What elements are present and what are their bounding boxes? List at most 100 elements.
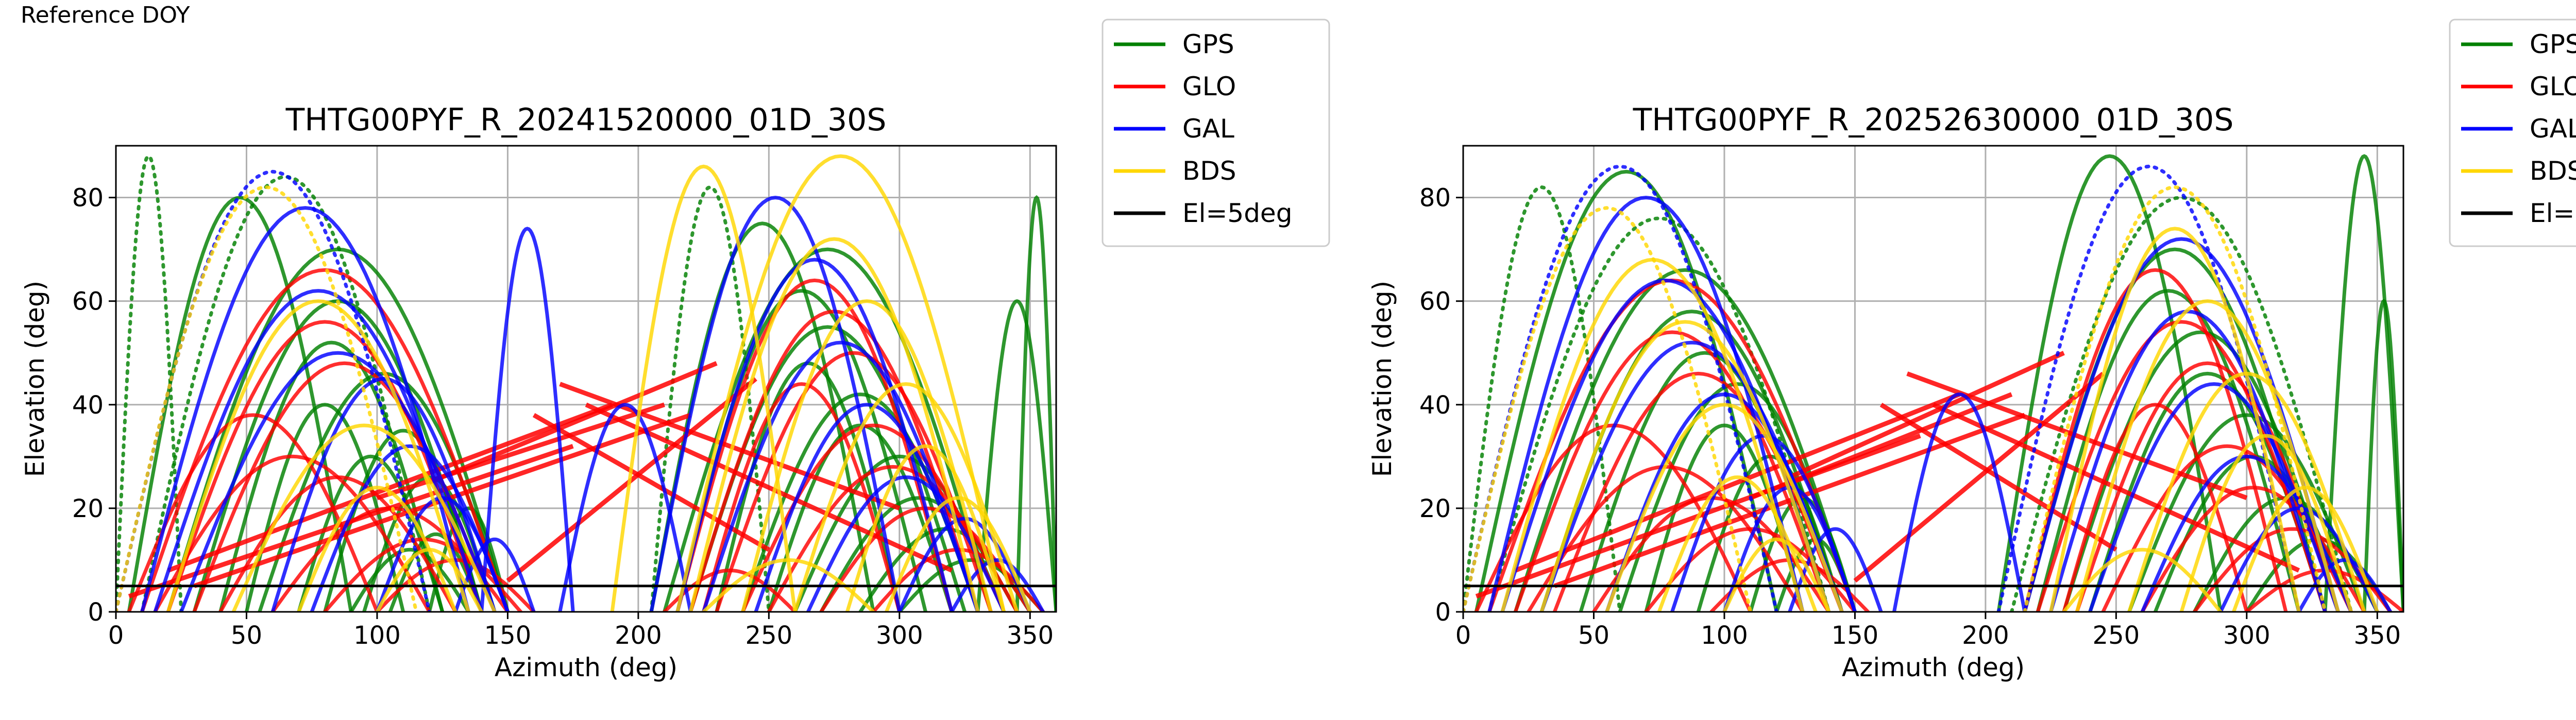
pass-arc [2036,289,2301,612]
legend: GPS GLO GAL BDS El=5deg [2449,19,2576,247]
y-tick-label: 60 [1419,287,1451,316]
axes-frame [115,145,1057,613]
x-tick-label: 50 [1578,621,1609,650]
pass-arc [218,340,445,612]
pass-arc [2232,486,2379,612]
pass-arc [453,537,536,612]
x-tick-label: 150 [484,621,532,650]
x-tick-label: 250 [2093,621,2140,650]
x-tick-label: 300 [2223,621,2270,650]
x-tick-label: 350 [2353,621,2401,650]
pass-arc [179,351,497,612]
pass-arc [231,423,497,612]
pass-arc [688,237,980,612]
x-axis-label: Azimuth (deg) [1842,653,2025,682]
y-tick-label: 0 [1435,598,1451,627]
legend-entry: BDS [2530,156,2576,186]
pass-arc [1552,371,1844,612]
x-tick-label: 100 [1701,621,1748,650]
y-tick-label: 40 [72,391,104,420]
pass-arc [349,547,470,612]
series-bds [116,154,1032,612]
pass-arc [767,465,1019,612]
pass-arc [2323,154,2403,612]
pass-arc [1605,403,1844,612]
x-tick-label: 0 [108,621,124,650]
pass-arc [2036,320,2327,612]
x-tick-label: 350 [1006,621,1054,650]
legend-box [1101,19,1330,247]
x-tick-label: 250 [745,621,793,650]
pass-arc [767,423,954,612]
pass-arc [649,185,771,612]
pass-arc [2179,434,2353,612]
pass-arc [1788,527,1883,612]
pass-arc [153,454,431,612]
legend-entry: GAL [1182,114,1234,144]
pass-arc [1892,392,2027,612]
pass-arc [1474,169,1778,612]
pass-arc [2140,486,2366,612]
y-axis-label: Elevation (deg) [1367,281,1397,477]
legend-entry: GLO [2530,72,2576,101]
pass-arc [2362,299,2403,612]
pass-arc [741,299,993,612]
pass-arc [297,454,445,612]
pass-arc [218,475,457,612]
series-bds [1463,185,2379,612]
pass-arc [675,154,1006,612]
pass-arc [480,227,575,612]
pass-line [1514,392,1960,573]
pass-arc [793,382,1019,612]
pass-arc [2023,268,2288,612]
pass-arc [1463,206,1753,612]
pass-arc [976,299,1056,612]
chart-title: THTG00PYF_R_20252630000_01D_30S [1633,102,2234,138]
pass-arc [610,164,797,612]
pass-line [376,402,665,501]
pass-line [1932,402,2300,573]
legend-box [2449,19,2576,247]
y-tick-label: 20 [72,494,104,523]
x-tick-label: 0 [1455,621,1471,650]
chart-2025-panel: 0 50 100 150 200 250 300 350 0 20 40 60 80 THTG00PYF_… [1367,19,2576,682]
legend: GPS GLO GAL BDS El=5deg [1101,19,1330,247]
pass-arc [127,413,379,612]
pass-arc [1539,320,1831,612]
x-tick-label: 50 [231,621,262,650]
reference-doy-label: Reference DOY [21,2,190,28]
x-tick-label: 200 [1962,621,2009,650]
x-tick-label: 150 [1832,621,1879,650]
x-axis-label: Azimuth (deg) [495,653,677,682]
x-tick-label: 100 [353,621,401,650]
pass-arc [1463,185,1622,612]
y-tick-label: 60 [72,287,104,316]
pass-arc [1670,434,1857,612]
pass-arc [1722,537,1831,612]
pass-arc [1605,392,1844,612]
pass-line [128,443,574,599]
y-axis-label: Elevation (deg) [20,281,50,477]
pass-arc [558,403,692,612]
axes-frame [1462,145,2404,613]
legend-entry: GLO [1182,72,1236,101]
pass-arc [2127,371,2366,612]
pass-arc [1500,258,1805,612]
y-tick-label: 80 [1419,184,1451,213]
pass-arc [140,206,470,612]
legend-entry: GAL [2530,114,2576,144]
pass-arc [166,247,510,612]
pass-arc [166,299,470,612]
pass-arc [1487,196,1805,612]
pass-arc [1015,195,1056,612]
y-tick-label: 80 [72,184,104,213]
legend-entry: BDS [1182,156,1236,186]
y-tick-label: 20 [1419,494,1451,523]
pass-line [1788,351,2065,479]
pass-arc [1513,268,1857,612]
y-tick-label: 0 [88,598,104,627]
y-tick-label: 40 [1419,391,1451,420]
pass-arc [375,547,484,612]
pass-arc [116,185,418,612]
